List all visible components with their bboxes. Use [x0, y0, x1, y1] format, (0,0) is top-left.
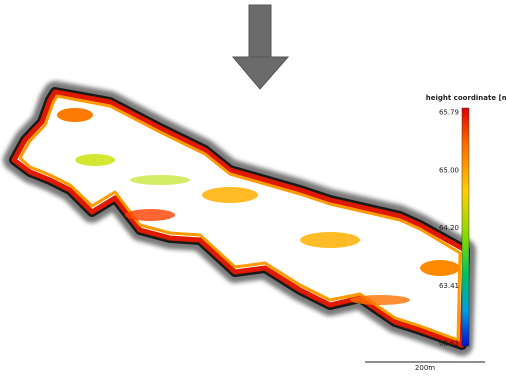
- colorbar-tick-label: 64.20: [439, 224, 459, 232]
- colorbar-tick-label: 65.79: [439, 109, 459, 117]
- patch: [130, 175, 190, 185]
- patch: [125, 209, 175, 221]
- page: {"colorbar": {"title": "height coordinat…: [0, 0, 506, 374]
- scale-label: 200m: [415, 364, 435, 372]
- arrow: [233, 5, 288, 89]
- colorbar-gradient: [462, 108, 469, 346]
- figure: height coordinate [m] 65.79 65.00 64.20 63.…: [0, 0, 506, 374]
- patch: [420, 260, 460, 276]
- patch: [75, 154, 115, 166]
- patch: [350, 295, 410, 305]
- patch: [300, 232, 360, 248]
- colorbar-title: height coordinate [m]: [426, 94, 506, 102]
- patch: [57, 108, 93, 122]
- colorbar-tick-label: 62.62: [439, 340, 459, 348]
- height-map: [14, 92, 465, 345]
- patch: [202, 187, 258, 203]
- colorbar-tick-label: 63.41: [439, 282, 459, 290]
- scale-bar: 200m: [365, 362, 485, 372]
- colorbar-tick-label: 65.00: [439, 166, 459, 174]
